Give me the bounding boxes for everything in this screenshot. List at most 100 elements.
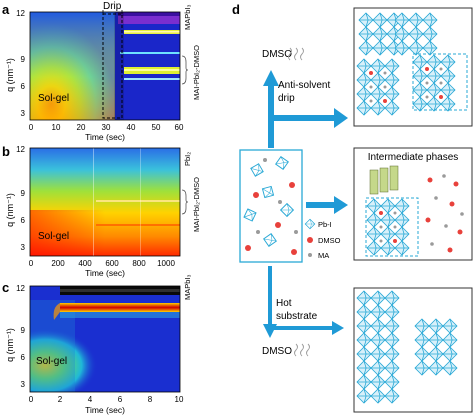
molecule-dot (383, 71, 387, 75)
octahedron-icon (408, 12, 424, 28)
molecule-dot (439, 95, 443, 99)
octahedron-icon (370, 290, 386, 306)
octahedron-icon (380, 226, 396, 242)
phase-label-b-mid: MAI-PbI₂-DMSO (192, 177, 201, 232)
octahedron-icon (384, 72, 400, 88)
svg-text:3: 3 (21, 243, 26, 252)
hot-line2: substrate (276, 311, 318, 322)
octahedron-icon (358, 26, 374, 42)
octahedron-icon (372, 40, 388, 56)
vapor-bottom-icon (294, 343, 310, 357)
octahedron-icon (412, 96, 428, 112)
octahedron-icon (428, 360, 444, 376)
octahedron-icon (384, 100, 400, 116)
octahedron-icon (356, 388, 372, 404)
molecule-dot (425, 217, 431, 223)
xlabel-a: Time (sec) (85, 132, 125, 142)
svg-text:2: 2 (58, 395, 63, 404)
octahedron-icon (384, 388, 400, 404)
molecule-dot (425, 81, 429, 85)
svg-text:30: 30 (102, 123, 111, 132)
octahedron-icon (366, 226, 382, 242)
octahedron-icon (370, 360, 386, 376)
svg-text:50: 50 (152, 123, 161, 132)
svg-text:10: 10 (52, 123, 61, 132)
svg-text:Pb-I: Pb-I (318, 220, 332, 229)
svg-text:3: 3 (21, 380, 26, 389)
molecule-dot (393, 239, 397, 243)
molecule-dot (449, 201, 455, 207)
octahedron-icon (414, 360, 430, 376)
molecule-dot (457, 229, 463, 235)
octahedron-icon (372, 26, 388, 42)
phase-label-b-top: PbI₂ (183, 152, 192, 166)
svg-text:0: 0 (29, 123, 34, 132)
molecule-dot (369, 85, 373, 89)
octahedron-icon (380, 198, 396, 214)
solgel-label-a: Sol-gel (38, 93, 69, 104)
heatmap-a (30, 12, 180, 120)
molecule-dot (427, 177, 433, 183)
svg-text:8: 8 (148, 395, 153, 404)
octahedron-icon (426, 96, 442, 112)
octahedron-icon (366, 198, 382, 214)
octahedron-icon (380, 212, 396, 228)
ylabel-b: q (nm⁻¹) (5, 193, 15, 227)
svg-text:DMSO: DMSO (318, 236, 341, 245)
phase-label-a-top: MAPbI₃ (183, 4, 192, 30)
svg-text:60: 60 (175, 123, 184, 132)
svg-text:20: 20 (77, 123, 86, 132)
heatmap-b (30, 148, 180, 256)
legend-d: Pb-I DMSO MA (304, 218, 341, 260)
molecule-dot (460, 212, 464, 216)
panel-d: d Pb-I DMSO MA (232, 2, 473, 413)
svg-text:12: 12 (16, 9, 25, 18)
molecule-dot (379, 211, 383, 215)
molecule-dot (439, 67, 443, 71)
svg-text:MA: MA (318, 251, 329, 260)
svg-text:12: 12 (16, 284, 25, 293)
octahedron-icon (366, 240, 382, 256)
hot-line1: Hot (276, 298, 292, 309)
svg-text:4: 4 (88, 395, 93, 404)
octahedron-icon (370, 332, 386, 348)
octahedron-icon (370, 86, 386, 102)
result-box-bottom (353, 287, 473, 413)
xticks-c: 0 2 4 6 8 10 (29, 395, 184, 404)
octahedron-icon (370, 304, 386, 320)
octahedron-icon (412, 68, 428, 84)
svg-text:3: 3 (21, 109, 26, 118)
yticks-b: 3 6 9 12 (16, 145, 25, 252)
intermediate-label: Intermediate phases (368, 152, 459, 163)
octahedron-icon (426, 82, 442, 98)
octahedron-icon (356, 100, 372, 116)
svg-text:9: 9 (21, 55, 26, 64)
octahedron-icon (358, 40, 374, 56)
antisolvent-line2: drip (278, 93, 295, 104)
svg-text:400: 400 (78, 259, 92, 268)
octahedron-icon (356, 332, 372, 348)
octahedron-icon (440, 68, 456, 84)
svg-text:12: 12 (16, 145, 25, 154)
molecule-dot (425, 95, 429, 99)
xlabel-b: Time (sec) (85, 268, 125, 278)
octahedron-icon (442, 360, 458, 376)
octahedron-icon (408, 40, 424, 56)
molecule-dot (379, 225, 383, 229)
solgel-label-c: Sol-gel (36, 356, 67, 367)
molecule-dot (393, 211, 397, 215)
svg-text:200: 200 (51, 259, 65, 268)
intermediate-contents (365, 165, 464, 257)
octahedron-icon (372, 12, 388, 28)
octahedron-icon (426, 68, 442, 84)
svg-text:9: 9 (21, 326, 26, 335)
molecule-dot (434, 196, 438, 200)
vapor-top-icon (288, 47, 304, 61)
octahedron-icon (356, 290, 372, 306)
molecule-dot (425, 67, 429, 71)
svg-text:600: 600 (105, 259, 119, 268)
octahedron-icon (370, 374, 386, 390)
panel-a: a q (nm⁻¹) Drip Sol-gel MAPbI₃ MAI-PbI₂-… (2, 1, 201, 142)
octahedron-icon (380, 240, 396, 256)
